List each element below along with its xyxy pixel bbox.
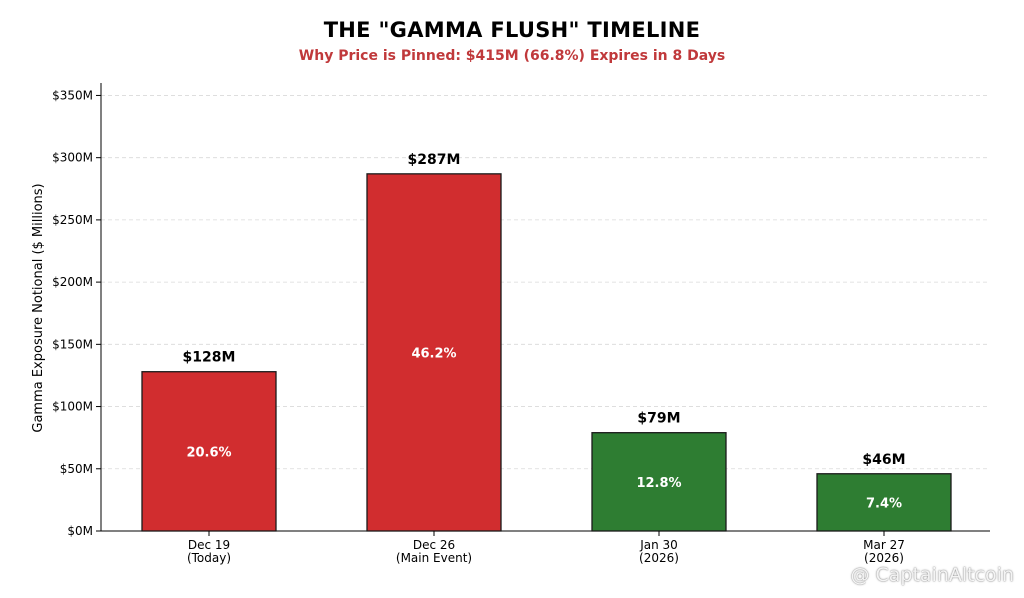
- x-tick-label-line: Jan 30: [639, 538, 678, 552]
- x-tick-label-line: (2026): [864, 551, 904, 565]
- bar-percent-label: 46.2%: [411, 346, 456, 361]
- bar: [591, 432, 727, 532]
- chart-subtitle: Why Price is Pinned: $415M (66.8%) Expir…: [298, 48, 726, 64]
- y-tick-label: $150M: [52, 337, 93, 351]
- bar-value-label: $79M: [637, 411, 680, 427]
- y-tick-label: $0M: [67, 524, 93, 538]
- x-tick-label: Mar 27 (2026): [863, 538, 905, 565]
- bar-percent-label: 7.4%: [866, 496, 902, 511]
- bar-percent-label: 20.6%: [186, 445, 231, 460]
- bar: [141, 371, 277, 532]
- x-tick-label-line: (Today): [187, 551, 231, 565]
- bar-value-label: $128M: [183, 350, 236, 366]
- y-axis-label: Gamma Exposure Notional ($ Millions): [31, 183, 46, 432]
- y-tick-label: $200M: [52, 275, 93, 289]
- x-tick-label: Jan 30 (2026): [639, 538, 679, 565]
- bar: [816, 473, 952, 532]
- x-tick-label-line: Dec 19: [188, 538, 230, 552]
- y-tick-label: $300M: [52, 151, 93, 165]
- y-tick-label: $350M: [52, 88, 93, 102]
- x-tick-label: Dec 26 (Main Event): [396, 538, 472, 565]
- bar-value-label: $46M: [862, 452, 905, 468]
- y-tick-label: $50M: [60, 462, 93, 476]
- x-tick-label-line: Mar 27: [863, 538, 905, 552]
- x-tick-label-line: (2026): [639, 551, 679, 565]
- x-tick-label-line: Dec 26: [413, 538, 455, 552]
- watermark-text: @ CaptainAltcoin: [850, 564, 1014, 586]
- x-tick-label: Dec 19 (Today): [187, 538, 231, 565]
- x-tick-label-line: (Main Event): [396, 551, 472, 565]
- bar-value-label: $287M: [408, 152, 461, 168]
- chart-title: THE "GAMMA FLUSH" TIMELINE: [323, 18, 701, 42]
- watermark: @ CaptainAltcoin: [824, 564, 1014, 586]
- y-tick-label: $100M: [52, 400, 93, 414]
- bar-percent-label: 12.8%: [636, 476, 681, 491]
- y-tick-label: $250M: [52, 213, 93, 227]
- binance-logo-icon: [825, 566, 844, 584]
